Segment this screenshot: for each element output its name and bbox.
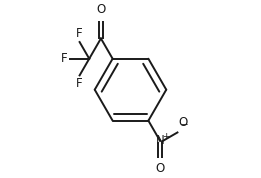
Text: O: O (156, 162, 165, 175)
Text: O: O (179, 116, 188, 129)
Text: −: − (180, 120, 189, 130)
Text: F: F (76, 27, 83, 40)
Text: N: N (156, 134, 164, 147)
Text: F: F (61, 52, 68, 65)
Text: +: + (163, 132, 170, 141)
Text: F: F (76, 77, 83, 90)
Text: O: O (96, 3, 105, 16)
